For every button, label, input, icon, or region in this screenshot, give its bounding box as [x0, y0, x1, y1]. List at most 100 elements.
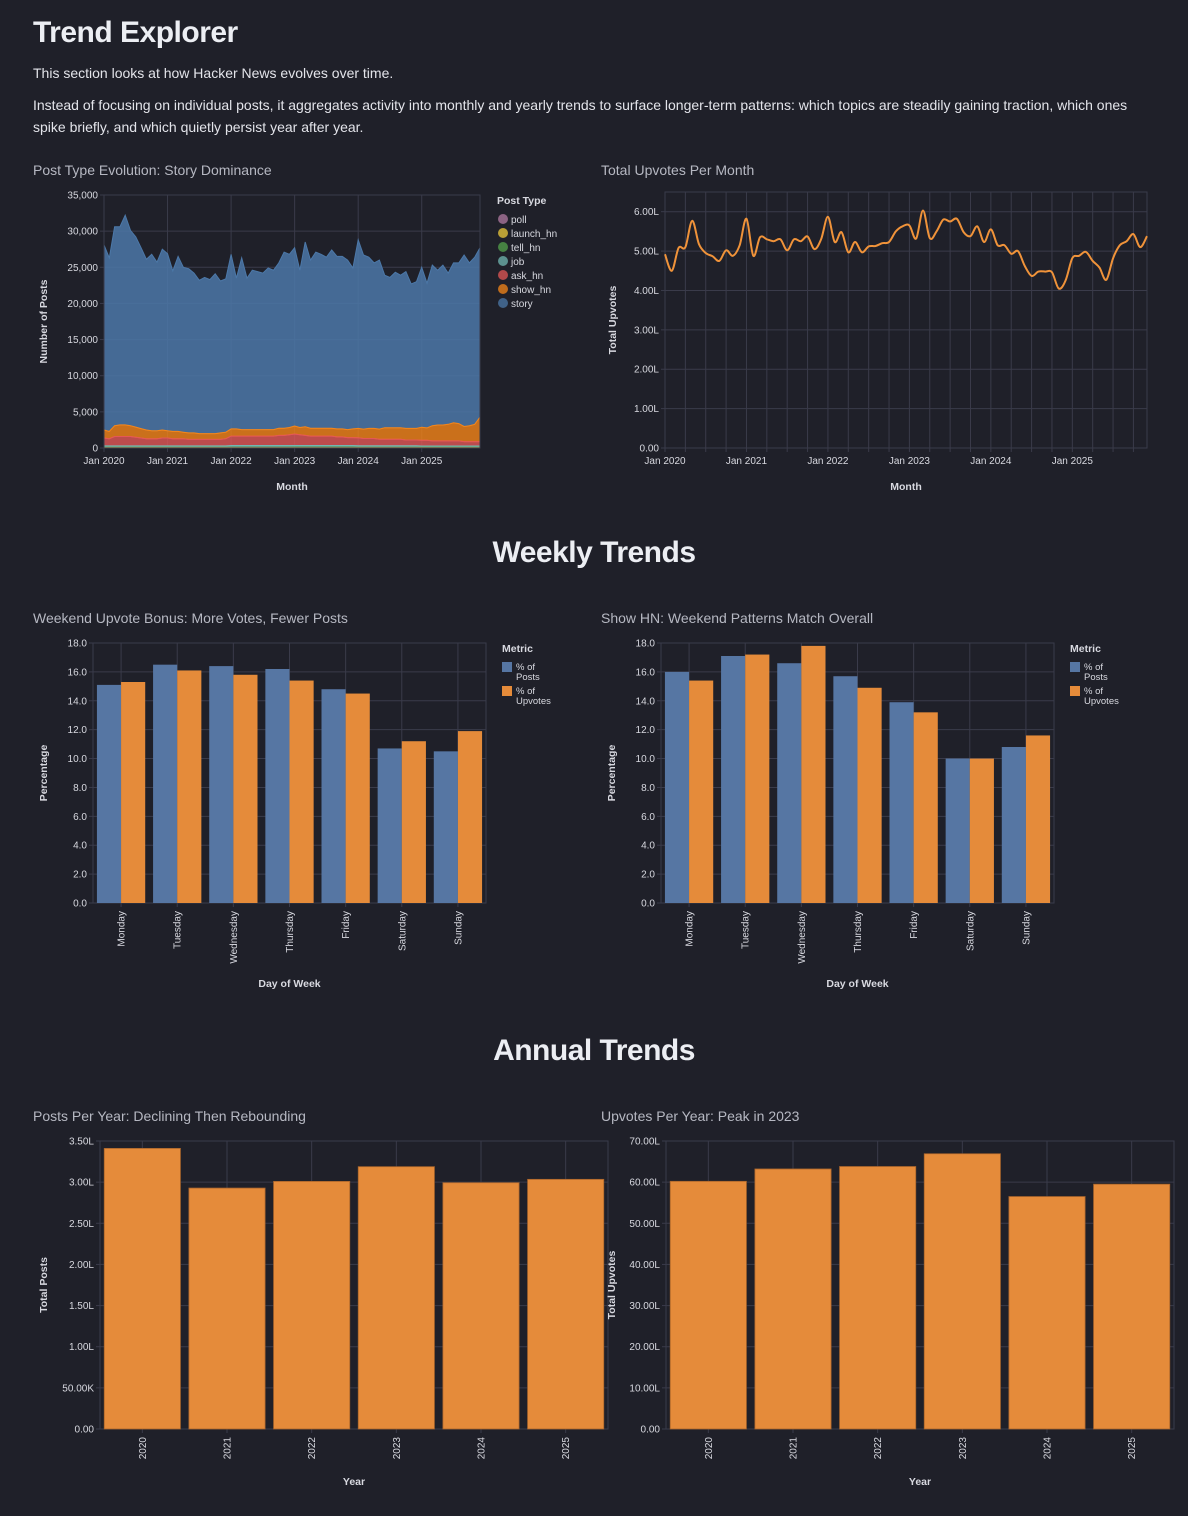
- x-tick-label: Jan 2025: [401, 456, 443, 467]
- bar-posts-saturday: [377, 748, 402, 903]
- x-tick-label: Jan 2022: [211, 456, 253, 467]
- bar-year-2021: [754, 1168, 832, 1430]
- legend-swatch-posts: [502, 662, 512, 672]
- y-tick-label: 3.00L: [69, 1178, 94, 1189]
- y-tick-label: 14.0: [636, 696, 656, 707]
- y-tick-label: 0: [92, 444, 98, 455]
- x-tick-label: 2022: [307, 1437, 318, 1460]
- x-tick-label: 2025: [561, 1437, 572, 1460]
- bar-posts-saturday: [945, 758, 970, 903]
- y-tick-label: 15,000: [67, 335, 98, 346]
- y-tick-label: 2.0: [73, 870, 87, 881]
- area-story: [103, 213, 481, 435]
- bar-posts-thursday: [265, 669, 290, 903]
- bar-posts-tuesday: [721, 656, 746, 903]
- legend-swatch-show-hn: [498, 284, 508, 294]
- x-tick-label: Monday: [685, 911, 696, 947]
- legend-label-line1: % of: [516, 686, 535, 697]
- x-tick-label: Thursday: [853, 911, 864, 953]
- x-tick-label: Jan 2024: [338, 456, 380, 467]
- y-tick-label: 20,000: [67, 299, 98, 310]
- y-tick-label: 30,000: [67, 227, 98, 238]
- legend-label-line2: Upvotes: [516, 696, 551, 707]
- y-tick-label: 0.0: [73, 899, 87, 910]
- upvotes-per-year-bar-chart: 0.00 10.00L 20.00L 30.00L 40.00L 50.00L 60.00L…: [606, 1137, 1175, 1488]
- x-axis-title: Day of Week: [826, 978, 888, 990]
- x-tick-label: 2022: [873, 1437, 884, 1460]
- bar-year-2020: [669, 1180, 747, 1430]
- legend-swatch-upvotes: [1070, 686, 1080, 696]
- bar-upvotes-monday: [689, 680, 714, 903]
- y-tick-label: 2.00L: [634, 365, 659, 376]
- x-tick-label: 2023: [392, 1437, 403, 1460]
- chart-title-show-hn-weekend: Show HN: Weekend Patterns Match Overall: [601, 610, 874, 626]
- upvotes-line: [664, 209, 1148, 290]
- x-tick-label: Jan 2024: [970, 456, 1012, 467]
- x-tick-label: Friday: [909, 911, 920, 939]
- legend-title: Post Type: [497, 195, 547, 207]
- y-tick-label: 20.00L: [629, 1342, 660, 1353]
- y-tick-label: 4.0: [73, 841, 87, 852]
- bar-year-2024: [442, 1182, 520, 1430]
- y-tick-label: 16.0: [68, 667, 88, 678]
- bar-upvotes-friday: [913, 712, 938, 903]
- bar-year-2022: [839, 1166, 917, 1430]
- bar-posts-monday: [664, 671, 690, 903]
- legend-label-launch-hn: launch_hn: [511, 229, 557, 240]
- x-tick-label: Jan 2021: [147, 456, 189, 467]
- x-tick-label: 2020: [138, 1437, 149, 1460]
- y-tick-label: 25,000: [67, 263, 98, 274]
- legend-swatch-upvotes: [502, 686, 512, 696]
- x-tick-label: Thursday: [285, 911, 296, 953]
- x-tick-label: Saturday: [397, 911, 408, 951]
- y-tick-label: 30.00L: [629, 1301, 660, 1312]
- x-tick-label: 2024: [477, 1437, 488, 1460]
- y-tick-label: 3.00L: [634, 325, 659, 336]
- bar-upvotes-tuesday: [745, 654, 770, 903]
- y-tick-label: 6.0: [641, 812, 655, 823]
- y-tick-label: 2.50L: [69, 1219, 94, 1230]
- bar-upvotes-sunday: [457, 731, 483, 903]
- y-axis-title: Total Posts: [38, 1257, 50, 1313]
- x-tick-label: 2023: [958, 1437, 969, 1460]
- x-tick-label: Monday: [117, 911, 128, 947]
- bar-year-2020: [103, 1148, 181, 1430]
- chart-title-posts-year: Posts Per Year: Declining Then Reboundin…: [33, 1108, 306, 1124]
- x-tick-label: Saturday: [965, 911, 976, 951]
- bar-year-2025: [527, 1178, 605, 1430]
- legend-label-job: job: [510, 257, 525, 268]
- plot-frame: [664, 191, 1148, 449]
- x-tick-label: Jan 2020: [83, 456, 125, 467]
- posts-per-year-bar-chart: 0.00 50.00K 1.00L 1.50L 2.00L 2.50L 3.00L 3.50L…: [38, 1137, 609, 1488]
- y-tick-label: 18.0: [636, 639, 656, 650]
- y-axis-title: Total Upvotes: [607, 286, 619, 355]
- y-tick-label: 1.50L: [69, 1301, 94, 1312]
- y-tick-label: 0.00: [640, 444, 660, 455]
- y-tick-label: 5,000: [73, 407, 98, 418]
- legend-swatch-poll: [498, 214, 508, 224]
- x-tick-label: Jan 2021: [726, 456, 768, 467]
- intro-text: This section looks at how Hacker News ev…: [33, 65, 394, 81]
- y-tick-label: 4.00L: [634, 286, 659, 297]
- y-tick-label: 12.0: [636, 725, 656, 736]
- intro-description: Instead of focusing on individual posts,…: [33, 97, 1128, 135]
- x-tick-label: Wednesday: [797, 911, 808, 964]
- y-axis-title: Percentage: [606, 745, 618, 802]
- bar-upvotes-saturday: [969, 758, 994, 903]
- x-tick-label: Jan 2022: [807, 456, 849, 467]
- section-heading-weekly: Weekly Trends: [492, 536, 696, 569]
- chart-title-post-type: Post Type Evolution: Story Dominance: [33, 162, 272, 178]
- bar-upvotes-wednesday: [233, 674, 258, 903]
- bar-year-2022: [273, 1181, 351, 1430]
- bar-posts-monday: [96, 684, 122, 903]
- y-tick-label: 10.0: [636, 754, 656, 765]
- bar-upvotes-thursday: [289, 680, 314, 903]
- legend-title: Metric: [1070, 643, 1101, 655]
- x-tick-label: Wednesday: [229, 911, 240, 964]
- x-axis-title: Month: [890, 481, 922, 493]
- y-tick-label: 1.00L: [634, 404, 659, 415]
- x-axis-title: Year: [909, 1476, 931, 1488]
- legend-swatch-story: [498, 298, 508, 308]
- y-tick-label: 6.00L: [634, 207, 659, 218]
